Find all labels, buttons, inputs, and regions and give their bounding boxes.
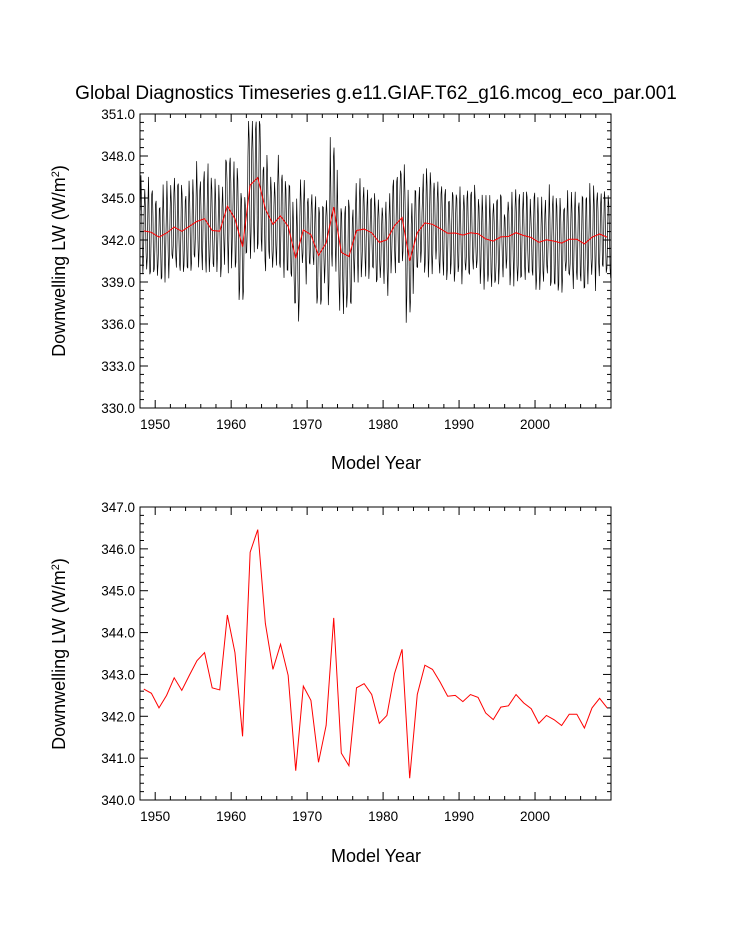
bottom-y-tick-label: 346.0 bbox=[101, 542, 135, 557]
top-y-tick-label: 342.0 bbox=[101, 233, 135, 248]
bottom-x-tick-label: 1980 bbox=[368, 809, 398, 824]
top-y-tick-label: 330.0 bbox=[101, 401, 135, 416]
bottom-x-tick-label: 2000 bbox=[520, 809, 550, 824]
bottom-y-tick-label: 342.0 bbox=[101, 709, 135, 724]
bottom-y-tick-label: 344.0 bbox=[101, 626, 135, 641]
top-x-tick-label: 1970 bbox=[292, 417, 322, 432]
bottom-y-tick-label: 347.0 bbox=[101, 500, 135, 515]
top-y-tick-label: 339.0 bbox=[101, 275, 135, 290]
top-y-tick-label: 336.0 bbox=[101, 317, 135, 332]
bottom-x-tick-label: 1990 bbox=[444, 809, 474, 824]
top-chart: 330.0 333.0 336.0 339.0 342.0 345.0 348.0 351.0… bbox=[49, 107, 612, 473]
bottom-x-tick-label: 1970 bbox=[292, 809, 322, 824]
top-x-axis-title: Model Year bbox=[331, 453, 421, 473]
bottom-y-tick-label: 343.0 bbox=[101, 667, 135, 682]
top-monthly-series-line bbox=[139, 120, 612, 323]
top-annual-series-line bbox=[143, 176, 608, 261]
bottom-plot-frame bbox=[139, 506, 612, 801]
top-y-tick-label: 351.0 bbox=[101, 107, 135, 122]
top-x-tick-label: 1990 bbox=[444, 417, 474, 432]
top-y-tick-label: 333.0 bbox=[101, 359, 135, 374]
chart-title: Global Diagnostics Timeseries g.e11.GIAF… bbox=[75, 83, 677, 104]
bottom-tick-labels: 340.0 341.0 342.0 343.0 344.0 345.0 346.0 347.0… bbox=[101, 500, 550, 824]
top-y-tick-label: 348.0 bbox=[101, 149, 135, 164]
bottom-chart: 340.0 341.0 342.0 343.0 344.0 345.0 346.0 347.0… bbox=[49, 500, 612, 866]
bottom-axis-ticks bbox=[139, 506, 611, 801]
bottom-x-axis-title: Model Year bbox=[331, 846, 421, 866]
bottom-x-tick-label: 1950 bbox=[140, 809, 170, 824]
top-x-tick-label: 1950 bbox=[140, 417, 170, 432]
bottom-y-tick-label: 340.0 bbox=[101, 793, 135, 808]
top-y-tick-label: 345.0 bbox=[101, 191, 135, 206]
top-x-tick-label: 2000 bbox=[520, 417, 550, 432]
bottom-x-tick-label: 1960 bbox=[216, 809, 246, 824]
top-axis-ticks bbox=[139, 113, 611, 409]
bottom-y-tick-label: 341.0 bbox=[101, 751, 135, 766]
top-tick-labels: 330.0 333.0 336.0 339.0 342.0 345.0 348.0 351.0… bbox=[101, 107, 550, 432]
top-plot-frame bbox=[139, 113, 612, 409]
top-x-tick-label: 1980 bbox=[368, 417, 398, 432]
top-x-tick-label: 1960 bbox=[216, 417, 246, 432]
top-y-axis-title: Downwelling LW (W/m2) bbox=[49, 165, 69, 357]
bottom-y-tick-label: 345.0 bbox=[101, 584, 135, 599]
bottom-annual-series-line bbox=[143, 529, 608, 779]
bottom-y-axis-title: Downwelling LW (W/m2) bbox=[49, 558, 69, 750]
